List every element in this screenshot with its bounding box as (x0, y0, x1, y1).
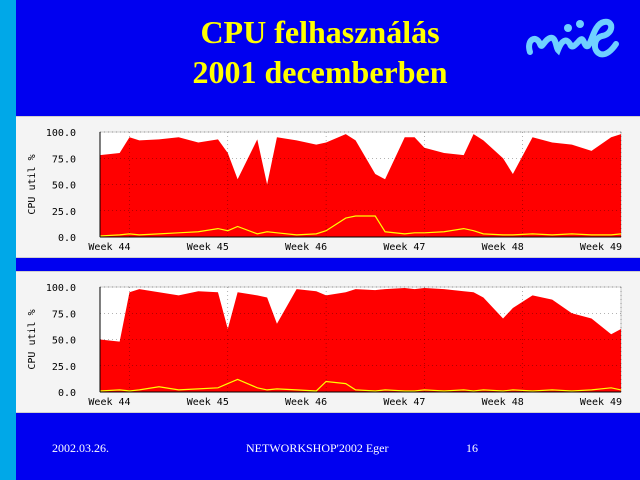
cpu-graph-2: 100.0 75.0 50.0 25.0 0.0 Week 44 Week 45 Week 4… (16, 271, 640, 413)
cpu-graph-1: 100.0 75.0 50.0 25.0 0.0 Week 44 Week 45 Week 4… (16, 116, 640, 258)
graph-2-y-tick-label: 50.0 (52, 336, 76, 347)
graph-1-cpu-area-series (100, 134, 621, 237)
graph-1-y-tick-label: 0.0 (58, 233, 76, 244)
niif-logo-icon (526, 18, 619, 58)
graph-2-x-tick-label: Week 48 (482, 397, 524, 408)
graph-2-x-tick-label: Week 49 (580, 397, 622, 408)
graph-2-x-tick-label: Week 47 (383, 397, 425, 408)
graph-2-cpu-line-series (99, 378, 622, 392)
graph-1-cpu-line-series (99, 215, 622, 237)
left-accent-stripe (0, 0, 16, 480)
graph-2-y-tick-label: 25.0 (52, 362, 76, 373)
graph-2-y-tick-label: 0.0 (58, 388, 76, 399)
graph-2-x-tick-label: Week 46 (285, 397, 327, 408)
graph-1-y-tick-label: 100.0 (46, 128, 76, 139)
footer-page-number: 16 (466, 441, 478, 455)
graph-1-y-tick-label: 50.0 (52, 181, 76, 192)
graph-1-y-tick-label: 25.0 (52, 207, 76, 218)
graph-2-cpu-area-series (100, 288, 621, 392)
graph-1-x-tick-label: Week 48 (482, 242, 524, 253)
graph-1-y-tick-label: 75.0 (52, 154, 76, 165)
graph-1-x-tick-label: Week 49 (580, 242, 622, 253)
title-line-1: CPU felhasználás (200, 14, 440, 50)
graph-1-x-tick-label: Week 45 (187, 242, 229, 253)
cpu-graph-1-svg: 100.0 75.0 50.0 25.0 0.0 Week 44 Week 45 Week 4… (27, 128, 622, 253)
graph-2-y-tick-label: 75.0 (52, 309, 76, 320)
graph-1-x-tick-label: Week 47 (383, 242, 425, 253)
graph-2-y-tick-label: 100.0 (46, 283, 76, 294)
graph-2-x-tick-label: Week 45 (187, 397, 229, 408)
graph-1-x-tick-label: Week 44 (88, 242, 130, 253)
slide-title: CPU felhasználás 2001 decemberben (130, 12, 510, 92)
graph-2-y-axis-label: CPU util % (27, 309, 38, 369)
footer-event: NETWORKSHOP'2002 Eger (246, 441, 389, 455)
cpu-graph-2-svg: 100.0 75.0 50.0 25.0 0.0 Week 44 Week 45 Week 4… (27, 283, 622, 408)
graph-1-x-tick-label: Week 46 (285, 242, 327, 253)
graph-1-y-axis-label: CPU util % (27, 154, 38, 214)
title-line-2: 2001 decemberben (192, 54, 448, 90)
footer-date: 2002.03.26. (52, 441, 109, 455)
graph-2-x-tick-label: Week 44 (88, 397, 130, 408)
